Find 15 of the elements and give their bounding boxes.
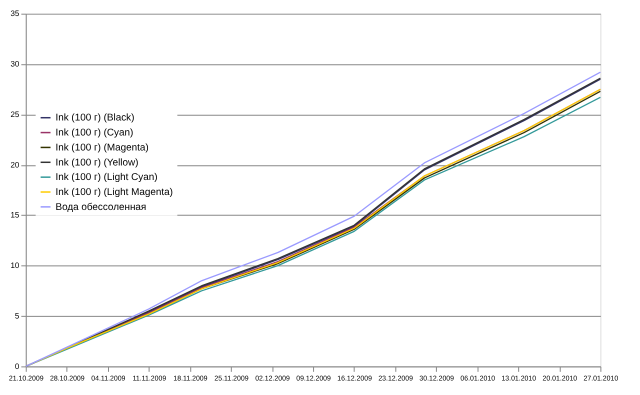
y-tick-label: 5 (14, 311, 20, 320)
y-tick-label: 25 (10, 110, 20, 119)
y-tick-label: 20 (10, 160, 20, 170)
legend-label: Ink (100 г) (Light Magenta) (55, 186, 173, 198)
legend-label: Вода обессоленная (55, 202, 146, 213)
y-tick-label: 15 (10, 210, 20, 220)
y-tick-label: 10 (10, 261, 20, 270)
legend-label: Ink (100 г) (Magenta) (55, 142, 149, 154)
legend-label: Ink (100 г) (Black) (55, 112, 134, 124)
y-tick-label: 0 (14, 362, 20, 371)
legend-label: Ink (100 г) (Yellow) (55, 157, 138, 168)
y-tick-label: 35 (10, 9, 20, 18)
legend-label: Ink (100 г) (Light Cyan) (55, 172, 158, 184)
legend-label: Ink (100 г) (Cyan) (55, 128, 134, 139)
y-tick-label: 30 (10, 60, 20, 69)
